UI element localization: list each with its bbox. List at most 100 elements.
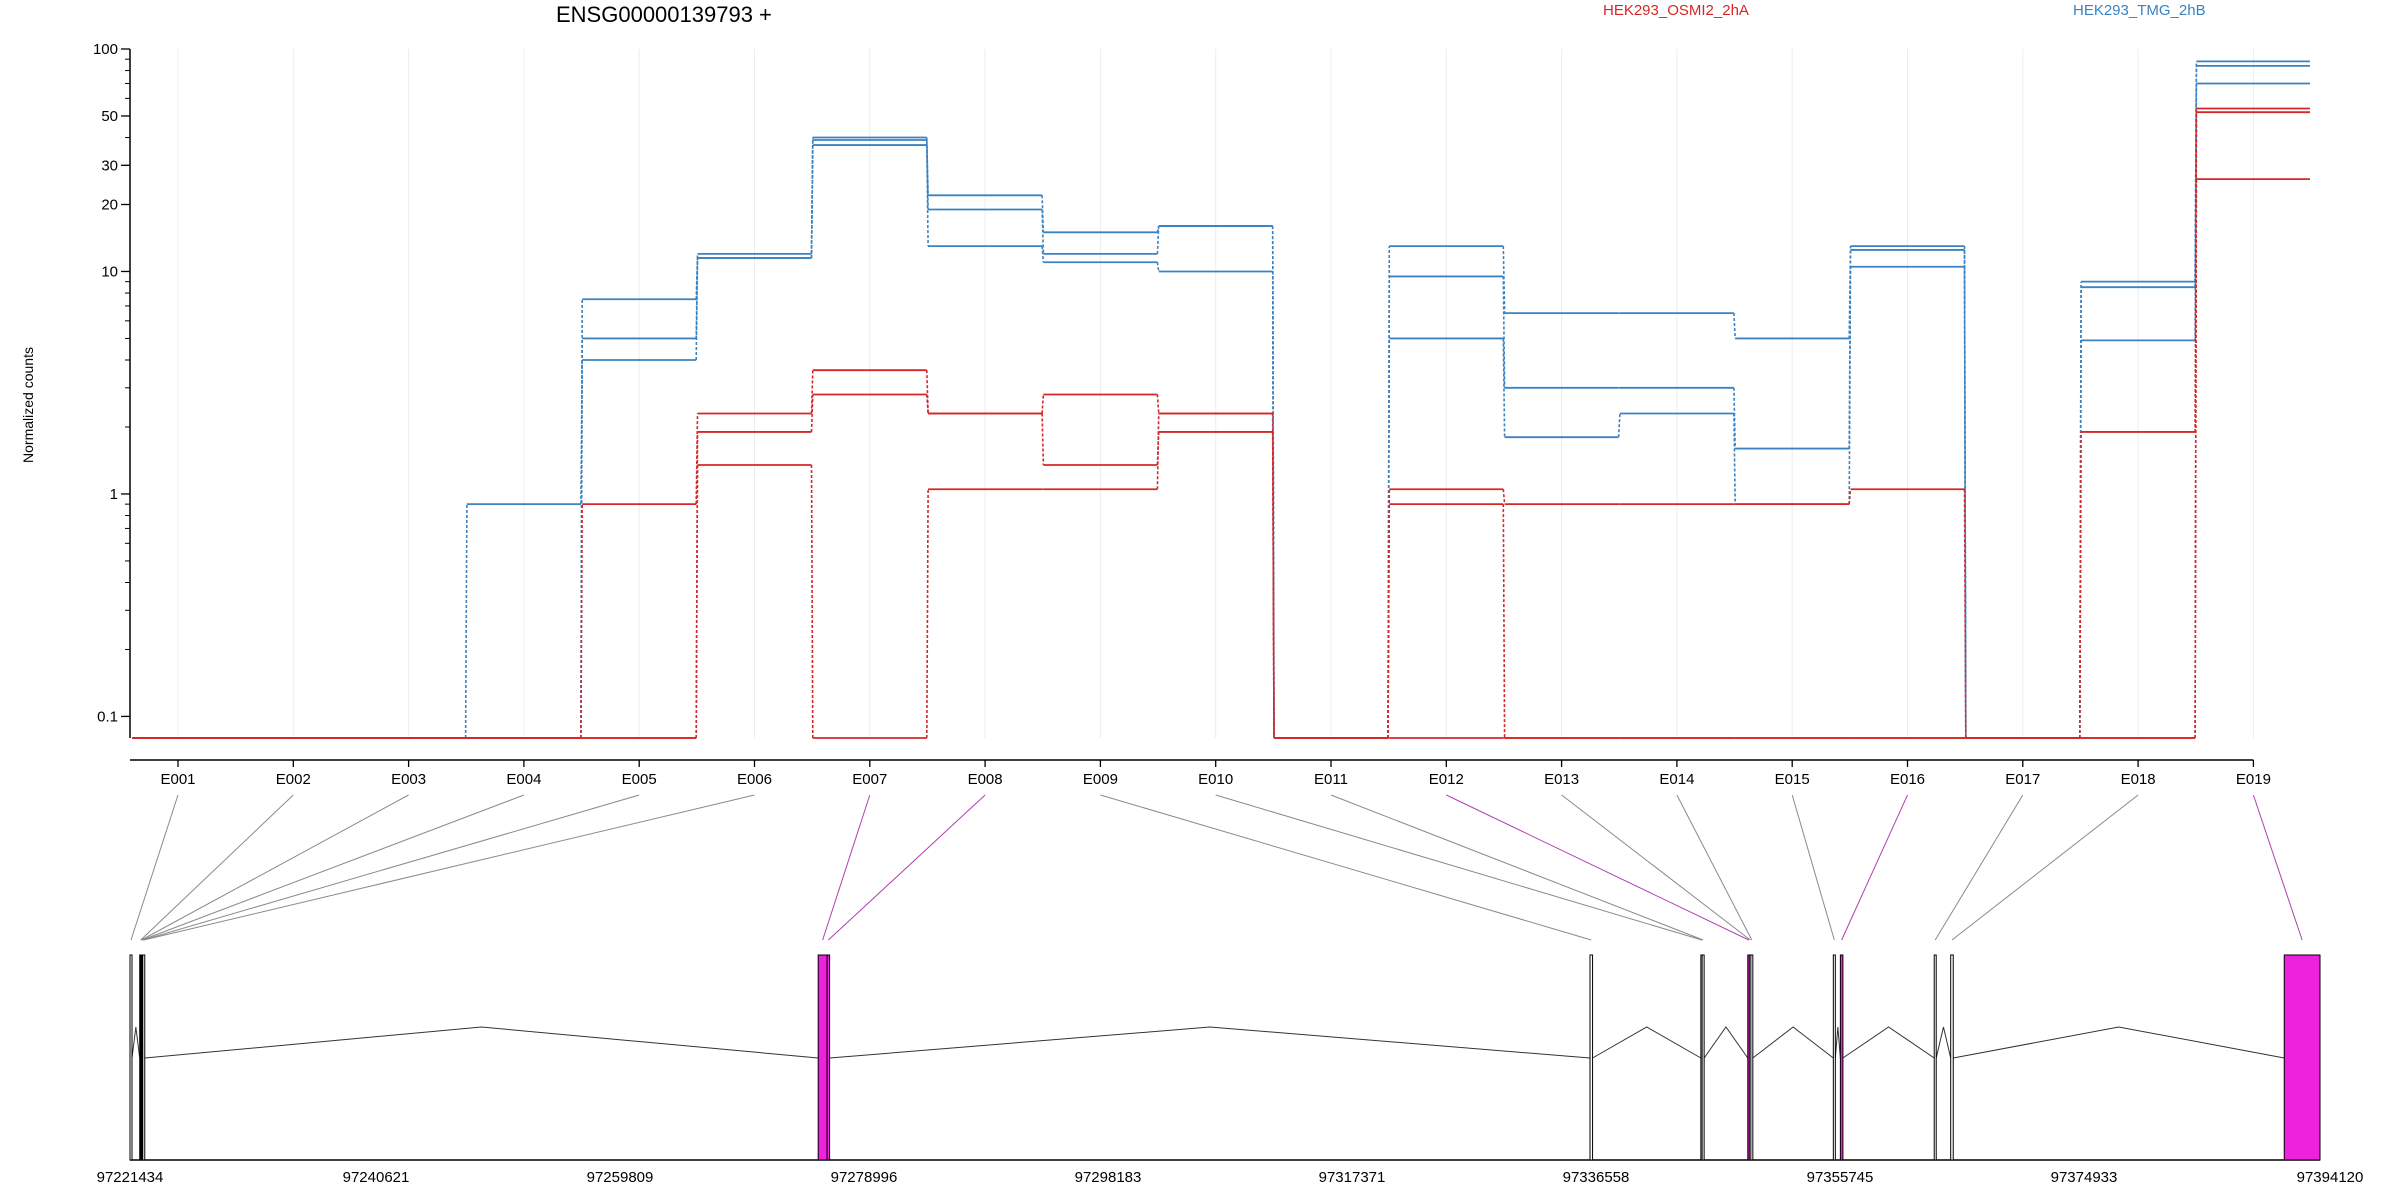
series-connector	[1963, 489, 1967, 739]
series-connector	[1387, 338, 1391, 739]
y-tick-label: 0.1	[97, 708, 118, 725]
series-connector	[2079, 431, 2082, 739]
genome-coord-label: 97221434	[97, 1169, 164, 1186]
series-connector	[926, 145, 929, 247]
exon-box	[142, 954, 146, 1161]
intron-line	[1752, 1026, 1834, 1059]
legend-entry-osmi2: HEK293_OSMI2_2hA	[1603, 2, 1749, 19]
intron-line	[144, 1026, 819, 1059]
intron-line	[1953, 1026, 2285, 1059]
exon-box	[826, 954, 831, 1161]
x-tick-label: E016	[1890, 771, 1925, 788]
series-3	[132, 82, 2310, 739]
intron-line	[829, 1026, 1591, 1059]
series-connector	[1502, 504, 1506, 739]
genome-coord-label: 97394120	[2297, 1169, 2364, 1186]
series-connector	[1271, 413, 1275, 739]
series-connector	[1271, 271, 1275, 739]
x-tick-label: E008	[968, 771, 1003, 788]
genome-coord-label: 97374933	[2051, 1169, 2118, 1186]
exon-connector	[142, 794, 640, 941]
exon-connector	[141, 794, 409, 941]
chart-title: ENSG00000139793 +	[556, 2, 772, 27]
x-tick-label: E013	[1544, 771, 1579, 788]
intron-line	[1703, 1026, 1749, 1059]
series-connector	[1041, 246, 1045, 263]
exon-connector	[1100, 794, 1592, 941]
series-connector	[810, 464, 814, 739]
series-connector	[695, 257, 699, 361]
series-1	[132, 60, 2310, 739]
x-tick-label: E017	[2005, 771, 2040, 788]
exon-box	[1933, 954, 1937, 1161]
series-connector	[810, 370, 814, 414]
series-connector	[1733, 313, 1736, 339]
intron-line	[1592, 1026, 1702, 1059]
series-connector	[1156, 394, 1160, 414]
y-tick-label: 100	[93, 41, 118, 58]
genome-coord-label: 97317371	[1319, 1169, 1386, 1186]
series-connector	[2194, 112, 2198, 432]
series-connector	[1848, 489, 1852, 505]
series-connector	[1156, 262, 1160, 272]
series-connector	[926, 137, 929, 210]
exon-connector	[822, 794, 871, 941]
series-connector	[1156, 413, 1160, 490]
exon-box	[2283, 954, 2321, 1161]
series-connector	[1617, 413, 1621, 438]
y-tick-label: 20	[101, 197, 118, 214]
exon-box	[817, 954, 828, 1161]
series-connector	[1733, 413, 1736, 505]
exon-connector	[1791, 794, 1835, 941]
x-tick-label: E009	[1083, 771, 1118, 788]
series-connector	[1041, 209, 1045, 254]
series-connector	[926, 394, 929, 414]
series-connector	[1963, 266, 1967, 739]
series-5	[132, 111, 2310, 739]
legend-entry-tmg: HEK293_TMG_2hB	[2073, 2, 2206, 19]
x-tick-label: E014	[1659, 771, 1694, 788]
series-connector	[810, 145, 814, 258]
series-connector	[1387, 504, 1391, 739]
series-connector	[1271, 431, 1275, 739]
exon-connector	[1951, 794, 2139, 941]
genome-coord-label: 97278996	[831, 1169, 898, 1186]
x-tick-label: E015	[1775, 771, 1810, 788]
exon-connector	[140, 794, 294, 941]
series-connector	[1502, 338, 1506, 438]
series-connector	[2194, 179, 2198, 739]
x-tick-label: E007	[852, 771, 887, 788]
intron-line	[1935, 1026, 1952, 1059]
y-tick-label: 1	[110, 486, 118, 503]
exon-box	[1950, 954, 1954, 1161]
series-connector	[580, 360, 583, 505]
exon-box	[129, 954, 133, 1161]
y-tick-label: 10	[101, 263, 118, 280]
series-connector	[464, 504, 468, 739]
x-tick-label: E006	[737, 771, 772, 788]
x-tick-label: E012	[1429, 771, 1464, 788]
genome-coord-label: 97355745	[1807, 1169, 1874, 1186]
x-tick-label: E011	[1314, 771, 1348, 788]
genome-coord-label: 97336558	[1563, 1169, 1630, 1186]
exon-connector	[1676, 794, 1753, 941]
series-2	[132, 64, 2310, 739]
series-connector	[695, 464, 699, 739]
series-connector	[695, 413, 699, 505]
x-tick-label: E001	[160, 771, 195, 788]
x-tick-label: E002	[276, 771, 311, 788]
genome-coord-label: 97240621	[343, 1169, 410, 1186]
series-connector	[810, 394, 814, 432]
exon-connector	[142, 794, 525, 941]
intron-line	[1834, 1026, 1841, 1059]
exon-connector	[1446, 794, 1750, 941]
exon-connector	[1330, 794, 1704, 941]
exon-box	[1839, 954, 1844, 1161]
series-6	[132, 178, 2310, 739]
exon-connector	[143, 794, 755, 941]
x-tick-label: E010	[1198, 771, 1233, 788]
exon-box	[1701, 954, 1705, 1161]
x-tick-label: E005	[622, 771, 657, 788]
